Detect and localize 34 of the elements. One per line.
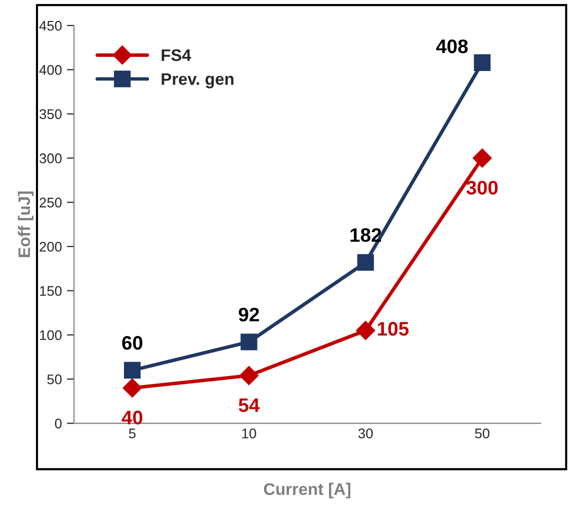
y-tick-label: 50 [47,374,62,384]
y-tick-label: 0 [54,418,62,428]
point [240,334,258,350]
x-tick-label: 30 [358,428,373,438]
y-tick-label: 200 [40,242,62,252]
data-label: 105 [378,322,409,336]
y-tick-label: 300 [40,153,62,164]
point [474,54,491,71]
point [472,148,492,168]
data-label: 300 [466,180,498,195]
point [356,320,376,340]
x-tick-label: 10 [242,428,256,438]
y-tick-label: 150 [40,286,62,296]
legend-label: Prev. gen [162,73,234,88]
data-label: 40 [122,410,142,424]
x-tick-label: 5 [128,428,136,438]
data-label: 54 [238,398,260,412]
y-tick-label: 400 [39,65,62,75]
point [122,378,142,398]
x-axis-title: Current [A] [264,482,350,498]
data-label: 408 [436,39,468,54]
y-tick-label: 350 [40,109,62,120]
y-tick-label: 100 [40,330,62,340]
data-label: 92 [238,308,259,322]
legend-label: FS4 [162,49,192,62]
point [239,366,258,386]
y-tick-label: 450 [39,20,62,31]
y-tick-label: 250 [40,198,62,208]
data-label: 60 [122,336,142,350]
point [357,254,374,271]
y-axis-title: Eoff [uJ] [18,192,34,258]
data-label: 182 [350,228,382,242]
point [124,362,141,379]
x-tick-label: 50 [475,428,490,438]
